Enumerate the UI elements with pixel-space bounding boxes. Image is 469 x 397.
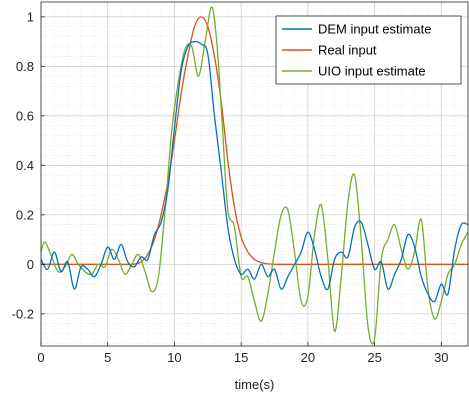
grid xyxy=(40,2,469,346)
axes-box xyxy=(40,1,469,347)
y-tick-label: 0.2 xyxy=(16,207,34,222)
axis-ticks: 0 5 10 15 20 25 30 -0.2 0 0.2 0.4 0.6 0.8 1 xyxy=(12,9,449,365)
series-lines xyxy=(41,6,468,345)
x-tick-label: 5 xyxy=(104,350,111,365)
x-axis-label: time(s) xyxy=(235,377,275,392)
y-tick-label: 1 xyxy=(27,9,34,24)
series-line-dem-input-estimate xyxy=(41,40,468,303)
x-tick-label: 10 xyxy=(167,350,181,365)
legend-entry: UIO input estimate xyxy=(318,64,426,79)
y-tick-label: 0 xyxy=(27,257,34,272)
legend-entry: DEM input estimate xyxy=(318,22,431,37)
legend-entry: Real input xyxy=(318,43,377,58)
x-tick-label: 20 xyxy=(301,350,315,365)
x-tick-label: 15 xyxy=(234,350,248,365)
y-tick-label: 0.8 xyxy=(16,59,34,74)
x-tick-label: 30 xyxy=(434,350,448,365)
y-tick-label: -0.2 xyxy=(12,306,34,321)
y-tick-label: 0.4 xyxy=(16,158,34,173)
x-tick-label: 0 xyxy=(37,350,44,365)
series-line-uio-input-estimate xyxy=(41,6,468,345)
legend: DEM input estimate Real input UIO input es… xyxy=(275,15,462,85)
x-tick-label: 25 xyxy=(367,350,381,365)
y-tick-label: 0.6 xyxy=(16,108,34,123)
